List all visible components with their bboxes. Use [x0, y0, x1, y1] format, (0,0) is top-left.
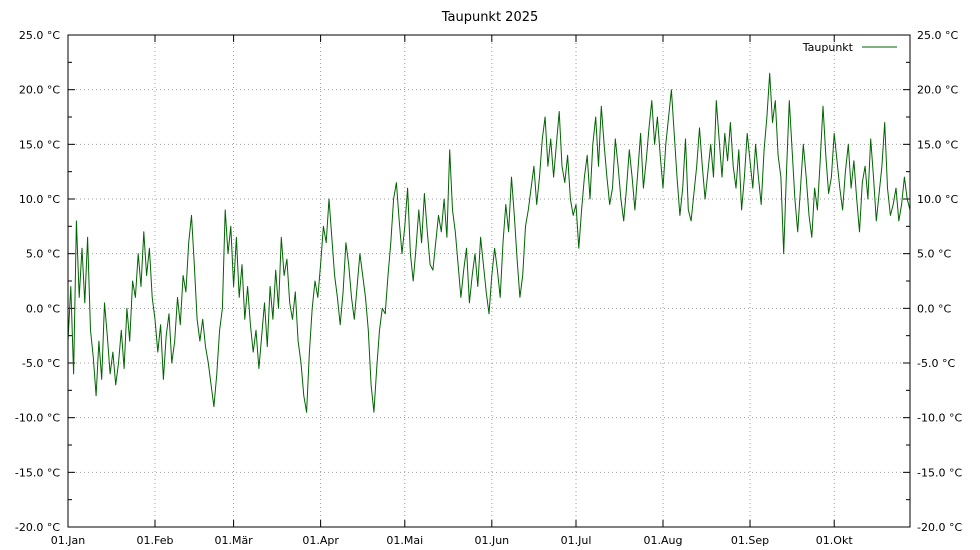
y-tick-label: 20.0 °C	[19, 84, 60, 97]
x-tick-label: 01.Apr	[302, 534, 339, 547]
series-line-0	[67, 72, 911, 413]
x-tick-label: 01.Okt	[816, 534, 854, 547]
legend-label: Taupunkt	[802, 41, 854, 54]
chart-title: Taupunkt 2025	[441, 10, 539, 25]
x-tick-label: 01.Jun	[474, 534, 509, 547]
y-tick-label: -15.0 °C	[15, 466, 60, 479]
x-tick-label: 01.Jan	[51, 534, 85, 547]
y-tick-label-right: 25.0 °C	[917, 29, 958, 42]
y-tick-label: 25.0 °C	[19, 29, 60, 42]
x-axis-ticks: 01.Jan 01.Feb 01.Mär 01.Apr 01.Mai 01.Jun 01.J…	[51, 35, 854, 547]
y-tick-label: -5.0 °C	[22, 357, 60, 370]
plot-frame	[67, 34, 911, 528]
y-tick-label: 10.0 °C	[19, 193, 60, 206]
y-tick-label-right: 20.0 °C	[917, 84, 958, 97]
y-tick-label-right: -15.0 °C	[917, 466, 962, 479]
y-tick-label: 15.0 °C	[19, 138, 60, 151]
y-tick-label: 5.0 °C	[26, 248, 60, 261]
y-tick-label-right: -10.0 °C	[917, 412, 962, 425]
y-tick-label: -10.0 °C	[15, 412, 60, 425]
y-tick-label-right: 15.0 °C	[917, 138, 958, 151]
y-axis-ticks: -20.0 °C -20.0 °C -15.0 °C -15.0 °C -10.0 °C…	[15, 29, 963, 534]
y-tick-label-right: -5.0 °C	[917, 357, 955, 370]
grid-lines	[68, 35, 910, 527]
y-tick-label: -20.0 °C	[15, 521, 60, 534]
y-tick-label-right: -20.0 °C	[917, 521, 962, 534]
series-layer	[67, 72, 911, 413]
y-tick-label-right: 10.0 °C	[917, 193, 958, 206]
y-tick-label-right: 0.0 °C	[917, 302, 951, 315]
legend: Taupunkt	[802, 41, 897, 54]
x-tick-label: 01.Aug	[644, 534, 683, 547]
y-tick-label-right: 5.0 °C	[917, 248, 951, 261]
x-tick-label: 01.Sep	[731, 534, 769, 547]
y-tick-label: 0.0 °C	[26, 302, 60, 315]
x-tick-label: 01.Feb	[137, 534, 174, 547]
x-tick-label: 01.Mai	[386, 534, 423, 547]
x-tick-label: 01.Mär	[214, 534, 253, 547]
x-tick-label: 01.Jul	[561, 534, 592, 547]
